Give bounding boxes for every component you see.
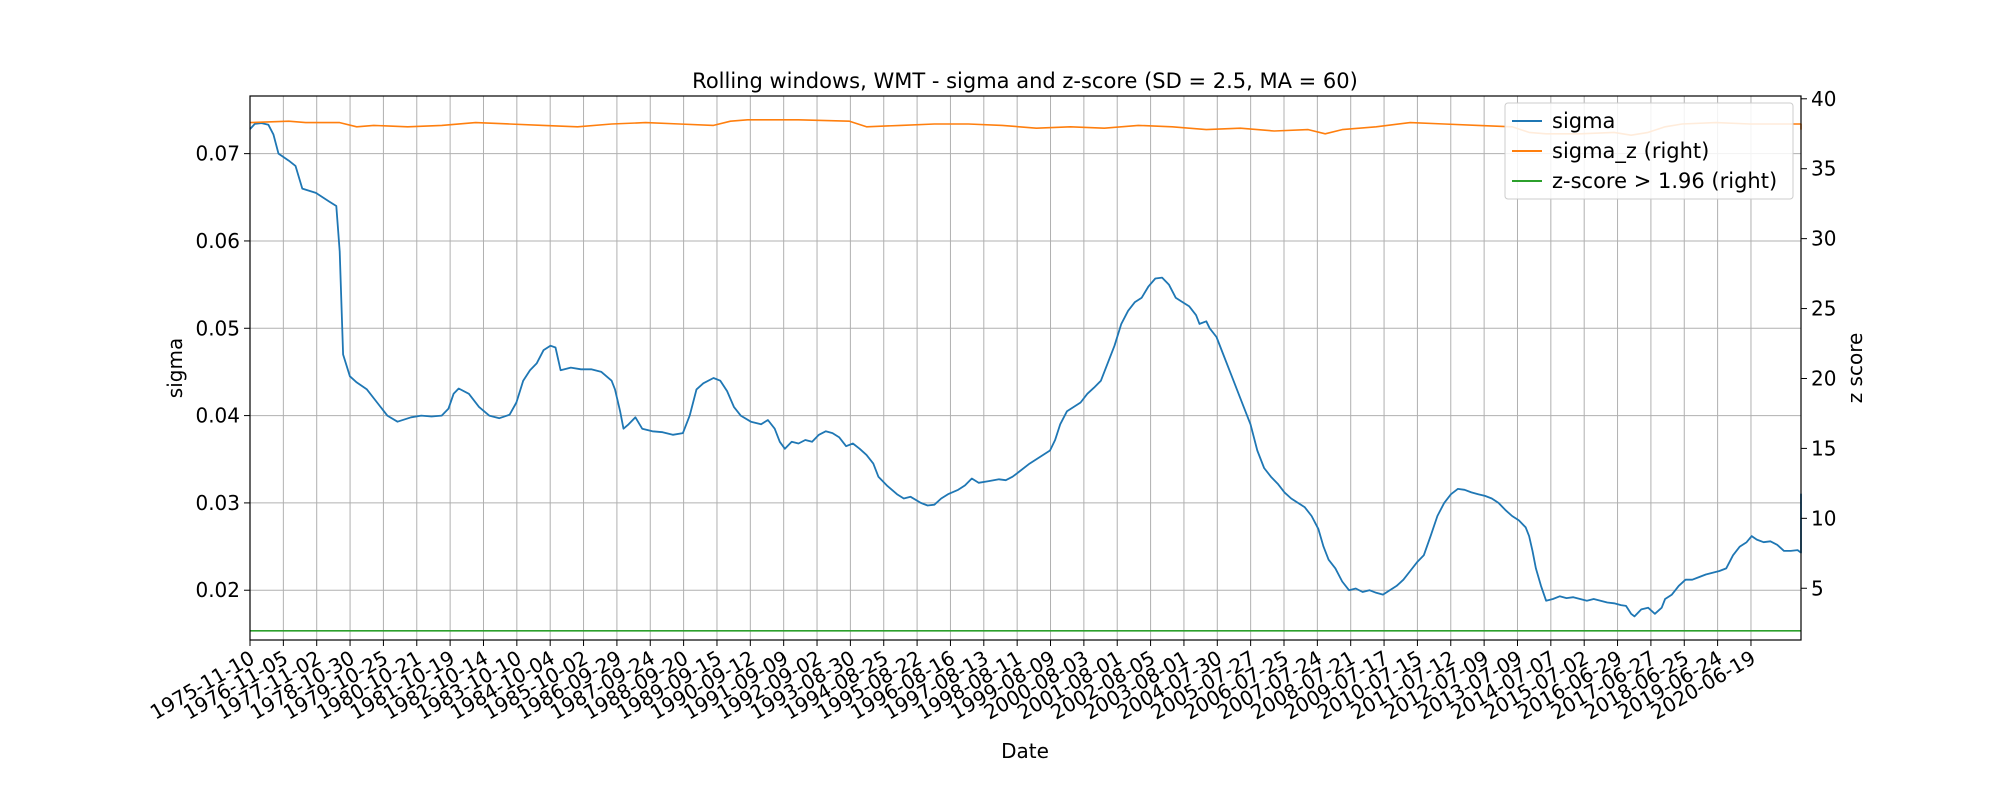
- y-tick-label-left: 0.05: [195, 316, 240, 340]
- y-tick-label-left: 0.07: [195, 142, 240, 166]
- legend: sigma sigma_z (right) z-score > 1.96 (ri…: [1504, 102, 1794, 200]
- y-tick-label-left: 0.06: [195, 229, 240, 253]
- plot-frame: [249, 95, 1802, 641]
- y-tick-label-right: 25: [1811, 297, 1836, 321]
- chart-title: Rolling windows, WMT - sigma and z-score…: [692, 69, 1358, 93]
- y-tick-label-right: 40: [1811, 87, 1836, 111]
- y-axis-label-right: z score: [1843, 333, 1867, 404]
- legend-box: [1504, 102, 1794, 200]
- y-tick-label-right: 30: [1811, 227, 1836, 251]
- y-tick-label-right: 35: [1811, 157, 1836, 181]
- y-axis-label-left: sigma: [163, 338, 187, 398]
- sigma-line: [249, 122, 1802, 618]
- y-tick-label-right: 5: [1811, 576, 1824, 600]
- y-tick-label-left: 0.04: [195, 404, 240, 428]
- x-axis-label: Date: [1001, 739, 1049, 763]
- y-tick-label-left: 0.03: [195, 491, 240, 515]
- legend-label-z-threshold: z-score > 1.96 (right): [1552, 169, 1777, 193]
- axes-layer: 1975-11-101976-11-051977-11-021978-10-30…: [146, 87, 1837, 725]
- y-tick-label-right: 20: [1811, 366, 1836, 390]
- y-tick-label-right: 10: [1811, 506, 1836, 530]
- legend-label-sigma-z: sigma_z (right): [1552, 139, 1709, 164]
- y-tick-label-right: 15: [1811, 436, 1836, 460]
- legend-label-sigma: sigma: [1552, 109, 1615, 133]
- y-tick-label-left: 0.02: [195, 578, 240, 602]
